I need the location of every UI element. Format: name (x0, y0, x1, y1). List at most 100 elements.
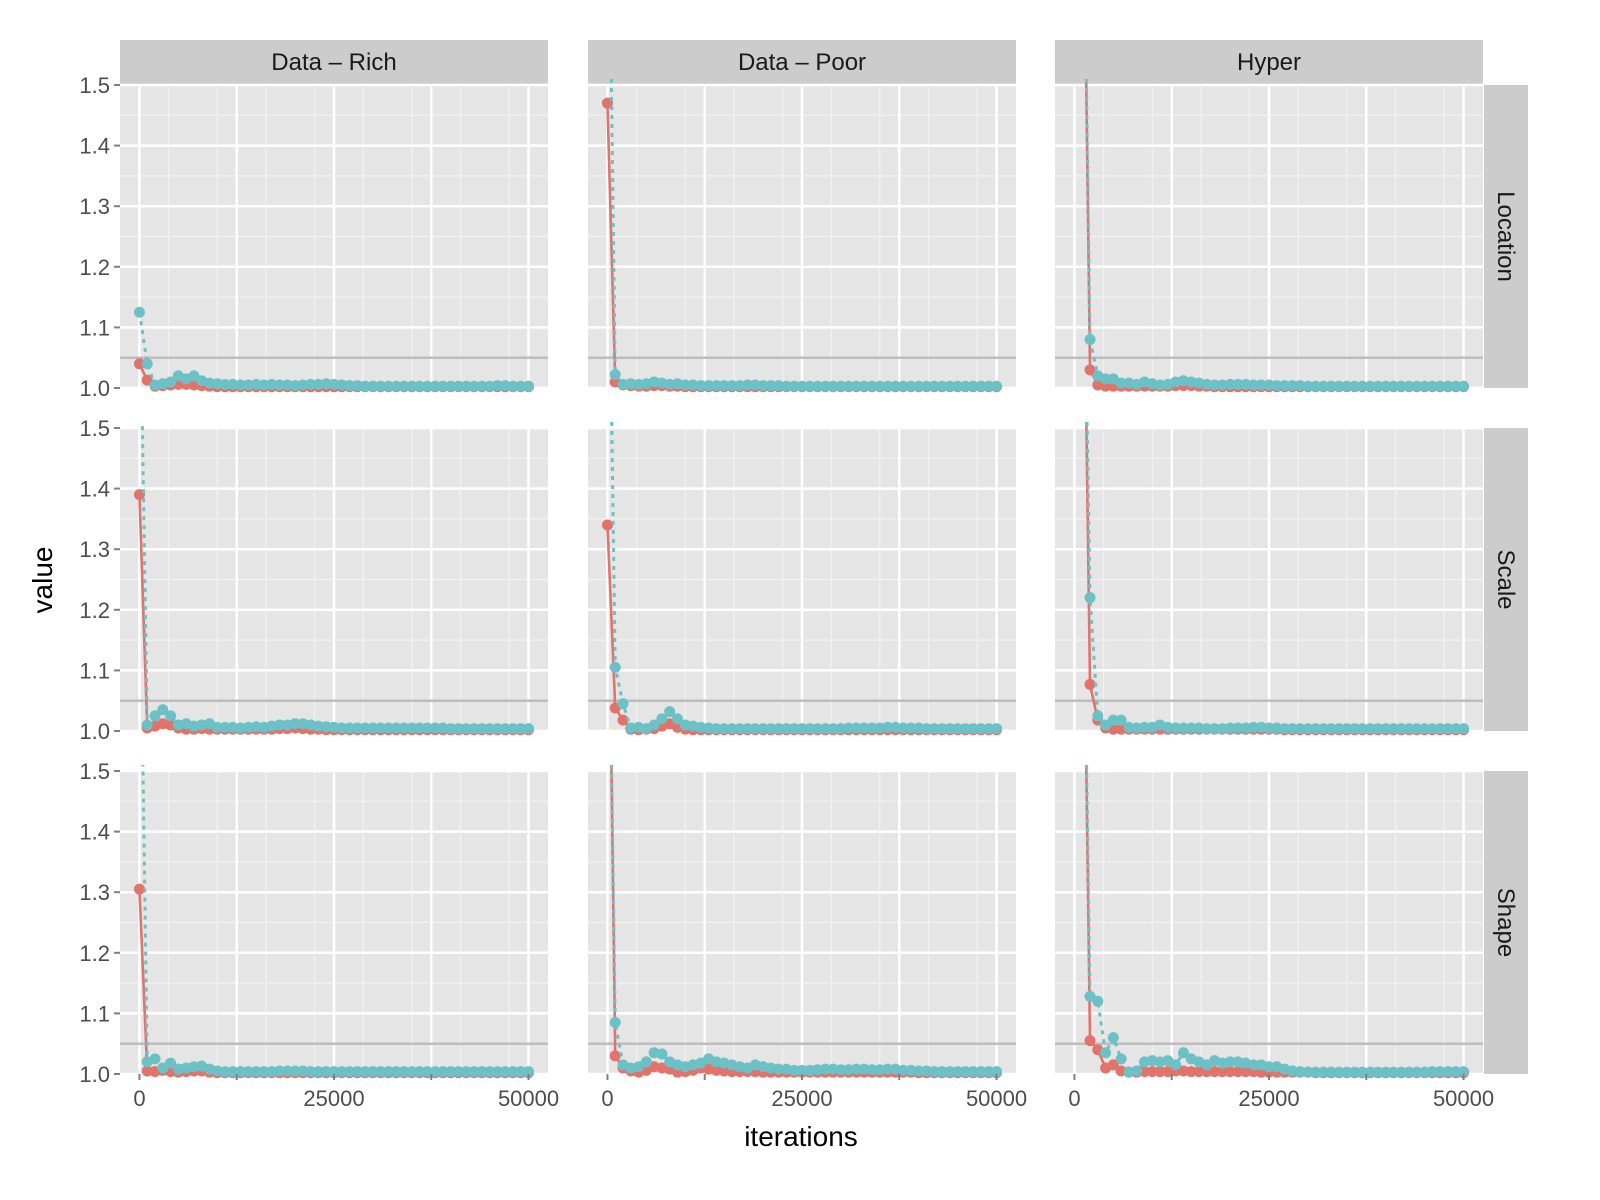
series-dotted-point (664, 706, 676, 718)
series-solid-point (1232, 1066, 1244, 1078)
series-dotted-point (703, 380, 715, 392)
series-dotted-point (936, 1066, 948, 1078)
series-solid-point (1107, 1059, 1119, 1071)
series-dotted-point (1341, 380, 1353, 392)
y-tick-label: 1.2 (79, 598, 110, 623)
series-dotted-point (515, 723, 527, 735)
series-dotted-point (523, 1066, 535, 1078)
series-dotted-point (742, 723, 754, 735)
series-dotted-point (421, 380, 433, 392)
y-tick-label: 1.4 (79, 477, 110, 502)
series-dotted-point (1434, 380, 1446, 392)
series-dotted-point (1138, 721, 1150, 733)
series-dotted-point (1450, 1066, 1462, 1078)
series-dotted-point (1403, 380, 1415, 392)
series-dotted-point (1364, 380, 1376, 392)
series-dotted-point (1084, 334, 1096, 346)
series-solid-point (1216, 1066, 1228, 1078)
series-dotted-point (866, 380, 878, 392)
series-dotted-point (219, 378, 231, 390)
y-tick-label: 1.1 (79, 658, 110, 683)
series-dotted-point (866, 722, 878, 734)
series-dotted-point (453, 380, 465, 392)
series-dotted-point (975, 380, 987, 392)
series-dotted-point (274, 379, 286, 391)
series-dotted-point (671, 713, 683, 725)
series-dotted-point (609, 369, 621, 381)
series-dotted-point (773, 1063, 785, 1075)
series-dotted-point (507, 1066, 519, 1078)
series-dotted-point (328, 1066, 340, 1078)
series-dotted-point (742, 379, 754, 391)
series-dotted-point (1458, 1066, 1470, 1078)
series-dotted-point (1247, 379, 1259, 391)
y-tick-label: 1.2 (79, 941, 110, 966)
series-dotted-point (336, 722, 348, 734)
series-dotted-point (359, 722, 371, 734)
series-dotted-point (460, 380, 472, 392)
x-tick-label: 50000 (1433, 1086, 1494, 1111)
series-dotted-point (320, 1066, 332, 1078)
series-dotted-point (359, 380, 371, 392)
panel-data (609, 765, 1003, 1079)
series-dotted-point (718, 380, 730, 392)
series-dotted-point (406, 380, 418, 392)
series-dotted-point (491, 723, 503, 735)
series-dotted-point (1310, 380, 1322, 392)
series-dotted-point (710, 723, 722, 735)
series-dotted-point (258, 1066, 270, 1078)
facet-panel (588, 79, 1016, 393)
series-dotted-point (382, 722, 394, 734)
series-dotted-point (1349, 723, 1361, 735)
series-dotted-point (609, 661, 621, 673)
series-dotted-point (874, 380, 886, 392)
series-dotted-point (796, 1064, 808, 1076)
series-dotted-point (827, 723, 839, 735)
series-dotted-point (796, 723, 808, 735)
series-dotted-point (889, 380, 901, 392)
series-dotted-point (1426, 723, 1438, 735)
series-dotted-point (305, 378, 317, 390)
series-dotted-point (866, 1064, 878, 1076)
series-dotted-point (780, 380, 792, 392)
series-dotted-point (788, 1064, 800, 1076)
series-dotted-point (1356, 723, 1368, 735)
series-dotted-point (983, 723, 995, 735)
series-dotted-point (640, 1056, 652, 1068)
series-dotted-point (1170, 1059, 1182, 1071)
x-tick-label: 0 (133, 1086, 145, 1111)
series-dotted-point (1333, 380, 1345, 392)
x-axis-title: iterations (744, 1121, 858, 1152)
series-dotted-point (336, 1066, 348, 1078)
series-dotted-point (897, 722, 909, 734)
series-solid-point (1224, 1066, 1236, 1078)
series-dotted-point (1380, 380, 1392, 392)
series-dotted-point (429, 1066, 441, 1078)
series-dotted-point (1388, 723, 1400, 735)
series-dotted-point (1341, 1066, 1353, 1078)
series-dotted-point (757, 380, 769, 392)
series-dotted-point (1177, 722, 1189, 734)
column-strip-label: Data – Rich (271, 49, 396, 76)
y-tick-label: 1.4 (79, 820, 110, 845)
row-strip-label: Location (1492, 191, 1519, 282)
series-dotted-point (1325, 380, 1337, 392)
panel-data (1084, 422, 1470, 736)
series-dotted-point (289, 1065, 301, 1077)
series-dotted-point (819, 1063, 831, 1075)
series-dotted-point (952, 380, 964, 392)
series-dotted-point (281, 1065, 293, 1077)
series-dotted-point (975, 1066, 987, 1078)
series-dotted-point (967, 1066, 979, 1078)
panel-grid: Data – Rich Data – Poor Hyper Location Scale… (79, 40, 1528, 1111)
x-tick-label: 25000 (771, 1086, 832, 1111)
series-dotted-point (804, 380, 816, 392)
series-dotted-point (351, 722, 363, 734)
series-dotted-point (1442, 1066, 1454, 1078)
series-dotted-point (1450, 380, 1462, 392)
series-dotted-point (421, 1066, 433, 1078)
series-dotted-point (1092, 710, 1104, 722)
series-dotted-point (1333, 723, 1345, 735)
series-dotted-point (944, 380, 956, 392)
series-dotted-point (749, 723, 761, 735)
